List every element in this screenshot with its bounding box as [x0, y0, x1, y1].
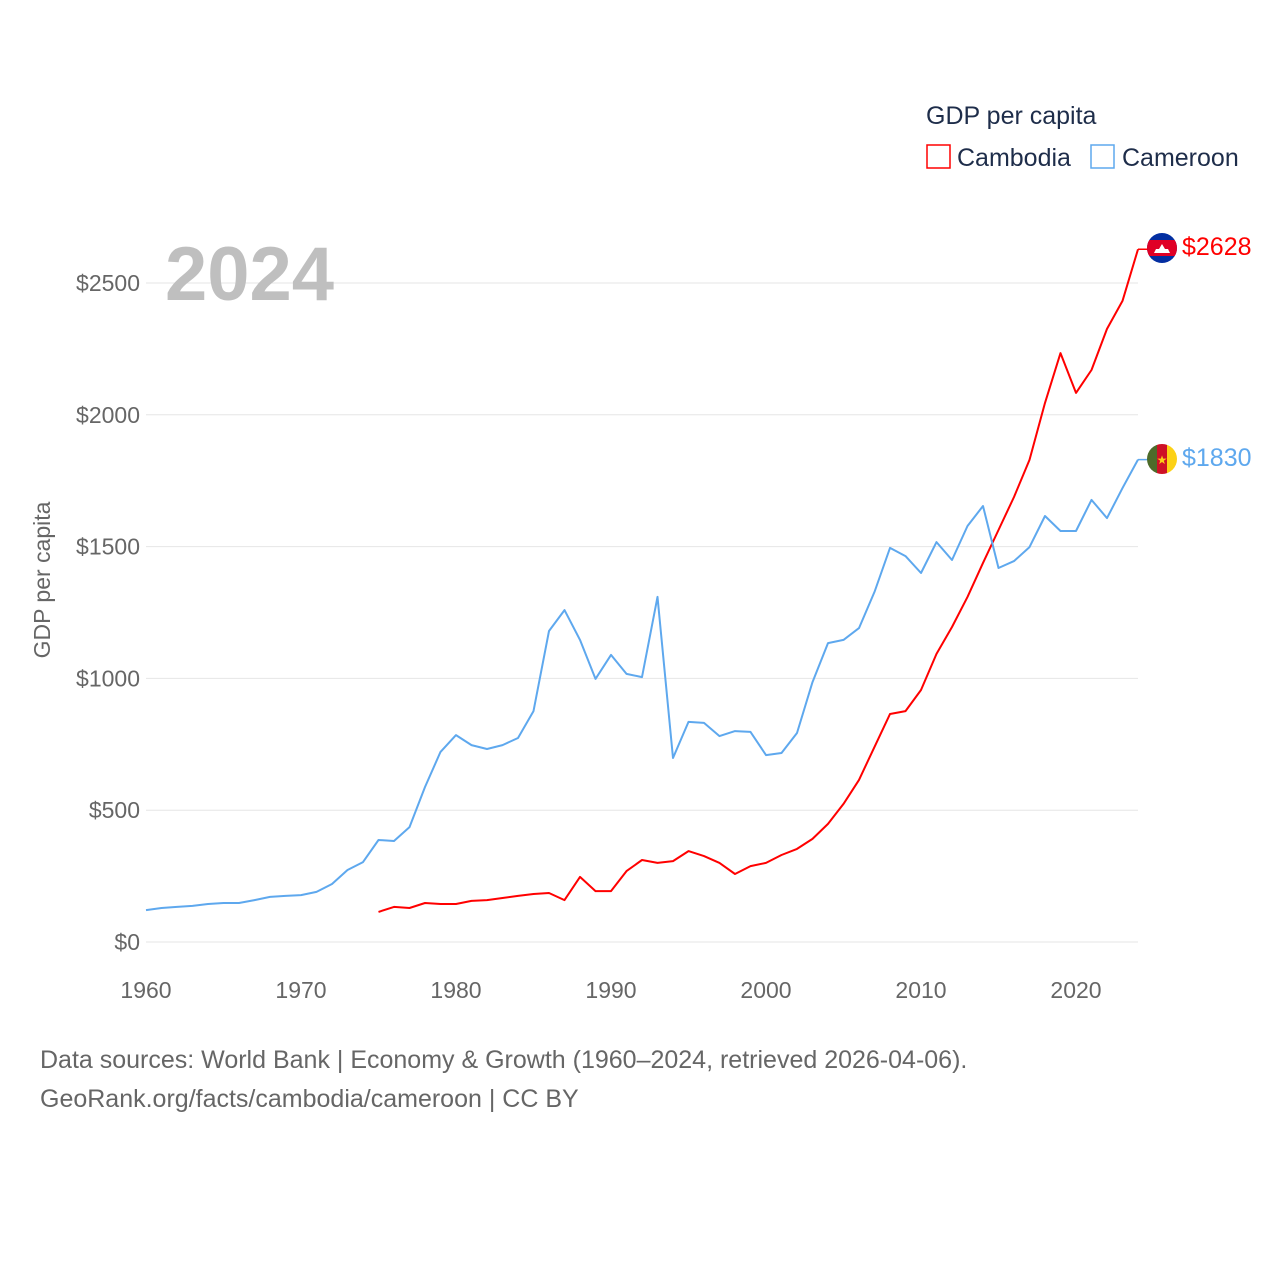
series-lines [145, 248, 1148, 913]
y-tick-label: $500 [89, 797, 140, 823]
legend-title: GDP per capita [926, 102, 1097, 130]
grid-lines [146, 282, 1138, 943]
series-line-cameroon [145, 459, 1139, 912]
x-axis-ticks: 1960 1970 1980 1990 2000 2010 2020 [120, 977, 1101, 1003]
legend-label-cambodia[interactable]: Cambodia [957, 144, 1071, 172]
y-tick-label: $2000 [76, 402, 140, 428]
svg-text:★: ★ [1157, 453, 1168, 467]
x-tick-label: 1970 [275, 977, 326, 1003]
x-tick-label: 2010 [895, 977, 946, 1003]
cameroon-flag-icon: ★ [1147, 444, 1177, 474]
source-link[interactable]: GeoRank.org/facts/cambodia/cameroon | CC… [40, 1085, 579, 1113]
cameroon-end-label: $1830 [1182, 444, 1252, 472]
x-tick-label: 1980 [430, 977, 481, 1003]
legend-swatch-cameroon [1090, 144, 1115, 169]
source-note: Data sources: World Bank | Economy & Gro… [40, 1046, 968, 1074]
legend-swatch-cambodia [926, 144, 951, 169]
series-line-cambodia [378, 249, 1139, 913]
y-axis-label: GDP per capita [29, 501, 55, 658]
year-watermark: 2024 [165, 232, 334, 317]
y-tick-label: $0 [114, 929, 140, 955]
x-tick-label: 2000 [740, 977, 791, 1003]
x-tick-label: 1960 [120, 977, 171, 1003]
y-axis-ticks: $0 $500 $1000 $1500 $2000 $2500 [76, 270, 140, 955]
x-tick-label: 2020 [1050, 977, 1101, 1003]
y-tick-label: $1000 [76, 665, 140, 691]
legend: GDP per capita Cambodia Cameroon [926, 102, 1239, 172]
cambodia-flag-icon [1147, 233, 1177, 263]
legend-label-cameroon[interactable]: Cameroon [1122, 144, 1239, 172]
y-tick-label: $1500 [76, 534, 140, 560]
cambodia-end-label: $2628 [1182, 233, 1252, 261]
y-tick-label: $2500 [76, 270, 140, 296]
x-tick-label: 1990 [585, 977, 636, 1003]
